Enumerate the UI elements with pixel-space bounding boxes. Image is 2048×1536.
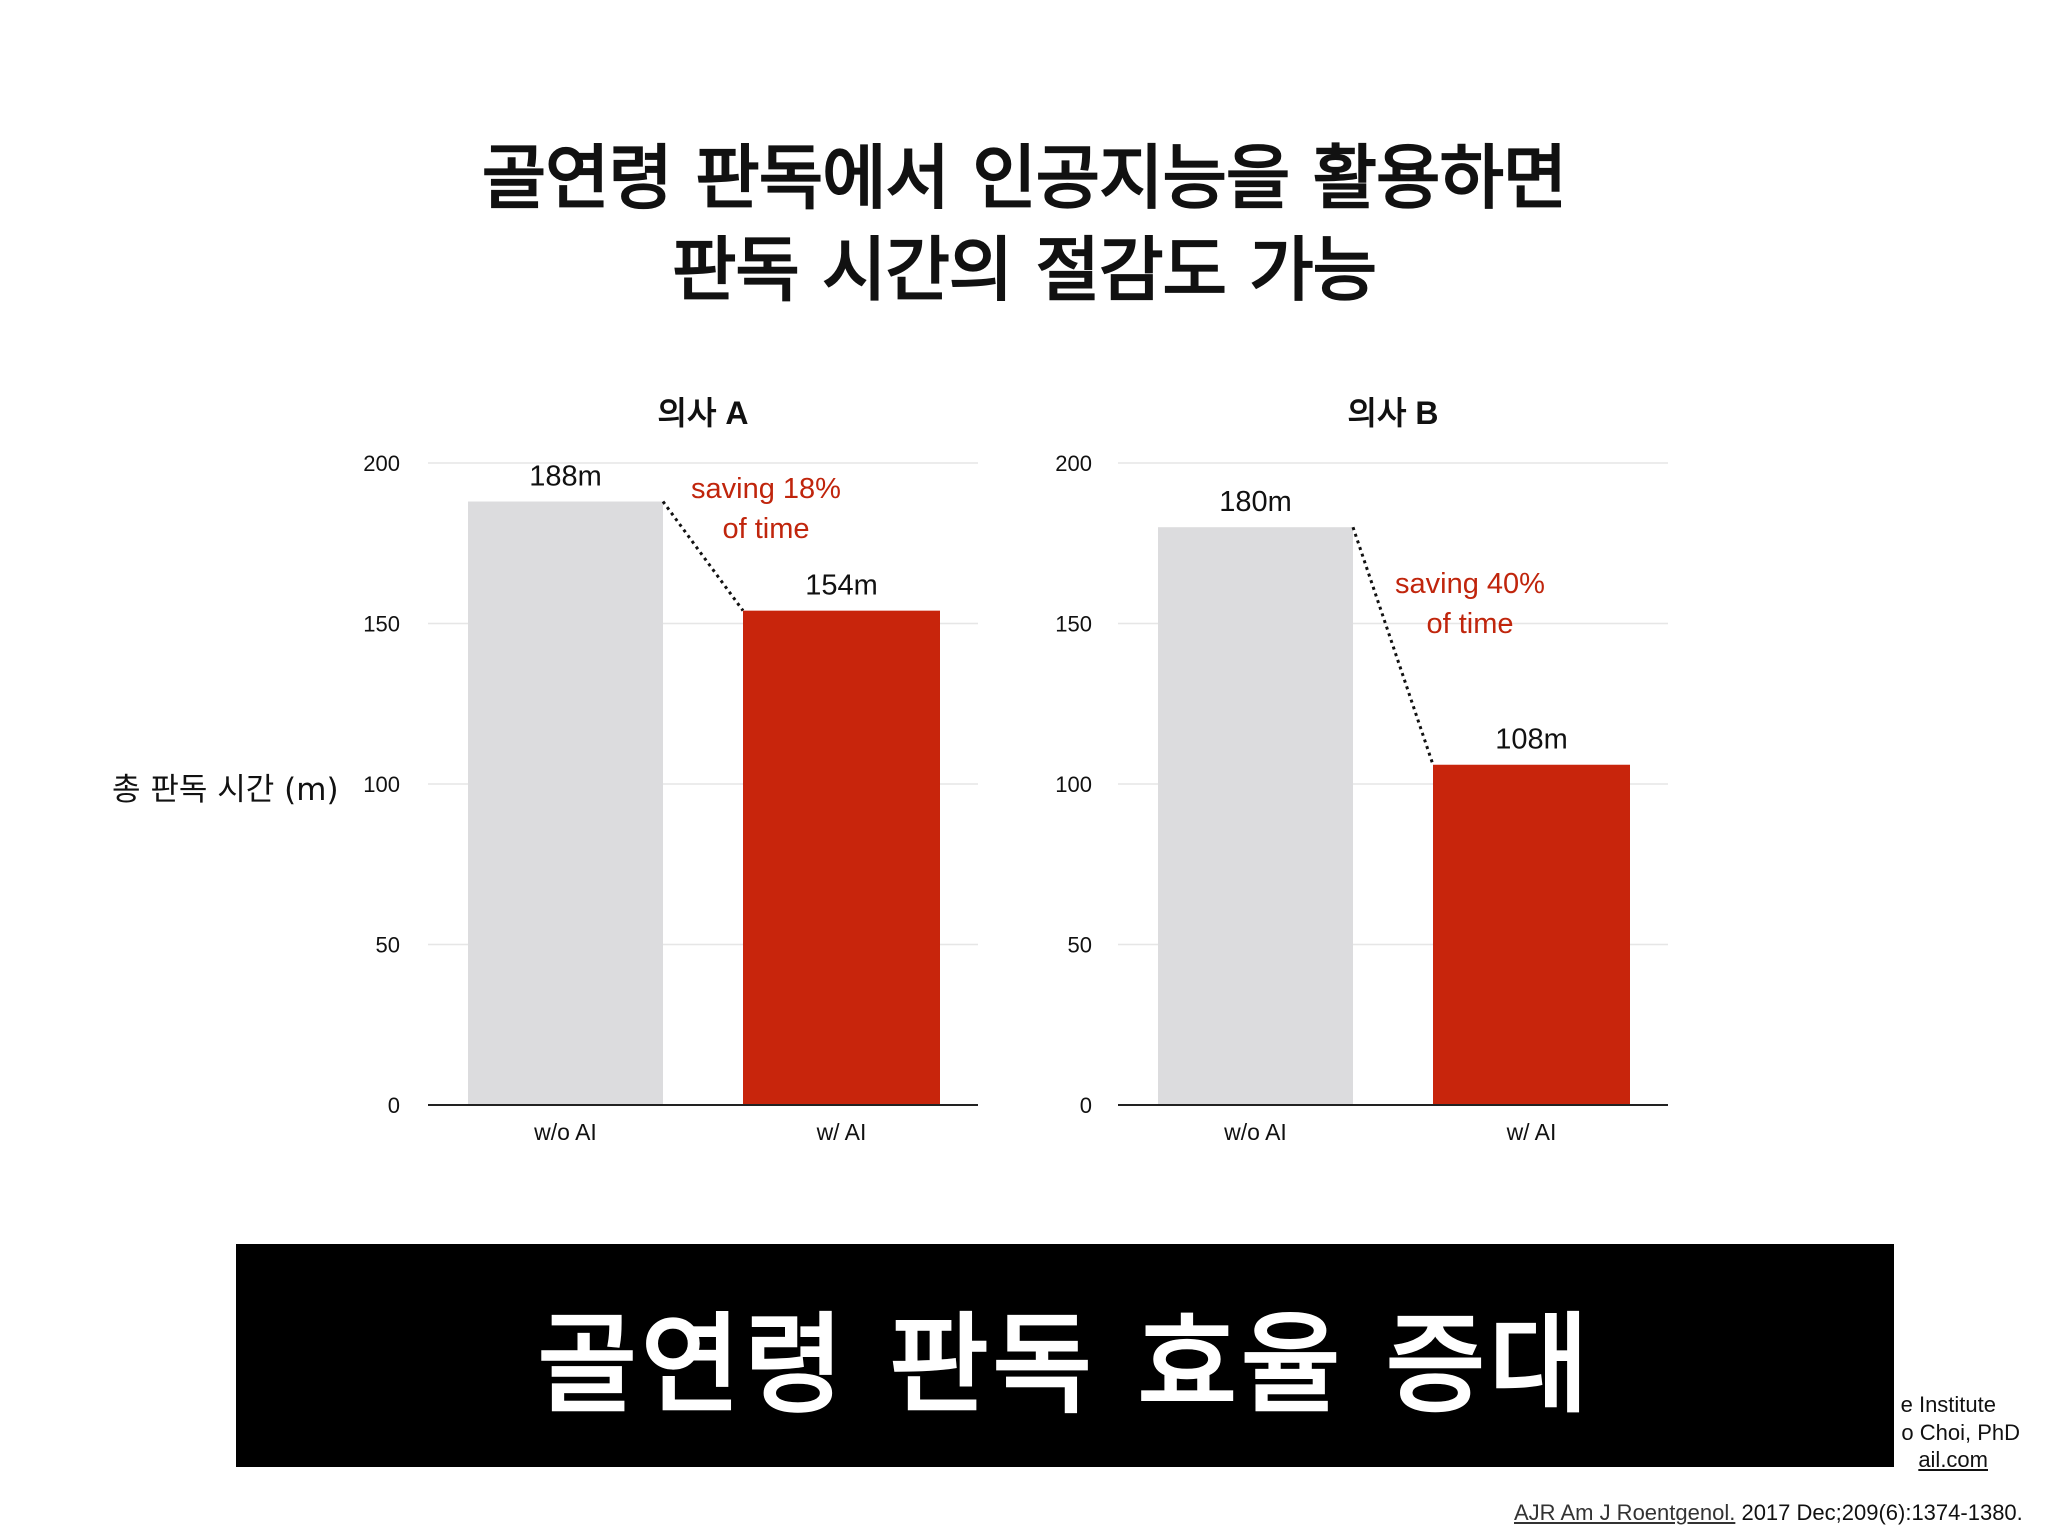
chart-2-saving-connector xyxy=(1351,526,1435,766)
chart-1-y-tick-label: 200 xyxy=(363,451,400,476)
title-line-1: 골연령 판독에서 인공지능을 활용하면 xyxy=(481,137,1568,219)
chart-2-y-tick-label: 150 xyxy=(1055,612,1092,637)
chart-2-y-tick-label: 100 xyxy=(1055,772,1092,797)
chart-2-x-tick-label-2: w/ AI xyxy=(1506,1119,1557,1145)
chart-1-bar-1 xyxy=(468,501,663,1105)
chart-1-annotation-line-1: saving 18% xyxy=(691,473,841,505)
chart-1-y-tick-label: 150 xyxy=(363,612,400,637)
chart-2-bar-1 xyxy=(1158,527,1353,1105)
chart-1-y-tick-label: 50 xyxy=(376,933,400,958)
y-axis-label: 총 판독 시간 (m) xyxy=(112,772,339,808)
credit-line-3: ail.com xyxy=(1918,1447,1988,1472)
chart-2-data-label-1: 180m xyxy=(1219,486,1292,518)
chart-1-y-tick-label: 100 xyxy=(363,772,400,797)
chart-2-title: 의사 B xyxy=(1348,395,1439,431)
chart-2-y-tick-label: 0 xyxy=(1080,1093,1092,1118)
chart-1-y-tick-label: 0 xyxy=(388,1093,400,1118)
chart-1-saving-connector xyxy=(661,500,745,612)
chart-2-y-tick-label: 50 xyxy=(1068,933,1092,958)
chart-2-data-label-2: 108m xyxy=(1495,724,1568,756)
chart-1-bar-2 xyxy=(743,610,940,1105)
chart-1-title: 의사 A xyxy=(658,395,749,431)
chart-1-x-tick-label-1: w/o AI xyxy=(533,1119,597,1145)
credit-line-1: e Institute xyxy=(1900,1392,1996,1417)
chart-2-y-tick-label: 200 xyxy=(1055,451,1092,476)
chart-1-data-label-2: 154m xyxy=(805,570,878,602)
chart-2-bar-2 xyxy=(1433,764,1630,1105)
banner: 골연령 판독 효율 증대 xyxy=(236,1244,1894,1467)
chart-1-annotation-line-2: of time xyxy=(722,513,809,545)
slide-title: 골연령 판독에서 인공지능을 활용하면 판독 시간의 절감도 가능 xyxy=(0,132,2048,316)
chart-2-x-tick-label-1: w/o AI xyxy=(1223,1119,1287,1145)
citation-details: 2017 Dec;209(6):1374-1380. xyxy=(1735,1500,2023,1525)
chart-1-x-tick-label-2: w/ AI xyxy=(816,1119,867,1145)
title-line-2: 판독 시간의 절감도 가능 xyxy=(671,229,1377,311)
chart-1-data-label-1: 188m xyxy=(529,461,602,493)
citation-journal[interactable]: AJR Am J Roentgenol. xyxy=(1514,1500,1736,1525)
credit-line-2: o Choi, PhD xyxy=(1901,1420,2020,1445)
citation: AJR Am J Roentgenol. 2017 Dec;209(6):137… xyxy=(1514,1500,2023,1526)
chart-2-annotation-line-2: of time xyxy=(1426,608,1513,640)
banner-text: 골연령 판독 효율 증대 xyxy=(537,1302,1593,1428)
chart-2-annotation-line-1: saving 40% xyxy=(1395,568,1545,600)
